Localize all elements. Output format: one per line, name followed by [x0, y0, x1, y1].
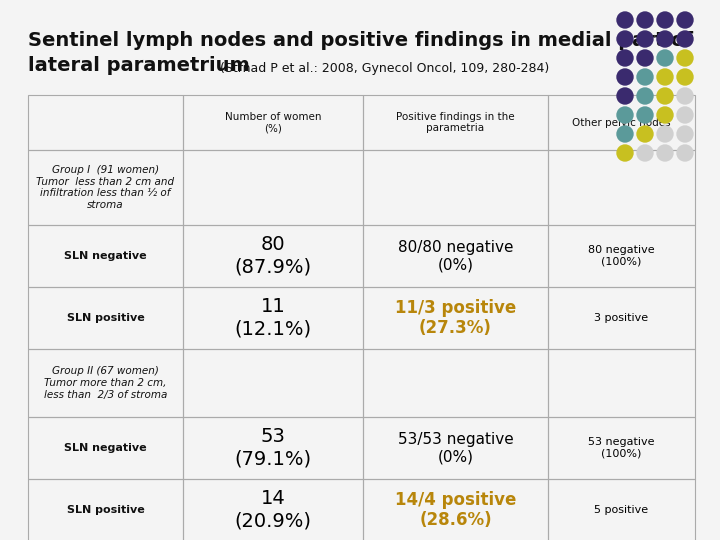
Circle shape	[617, 145, 633, 161]
Bar	[363, 417, 548, 479]
Bar	[363, 225, 548, 287]
Circle shape	[677, 145, 693, 161]
Circle shape	[637, 50, 653, 66]
Circle shape	[657, 31, 673, 47]
Circle shape	[657, 50, 673, 66]
Bar	[548, 479, 695, 540]
Circle shape	[617, 69, 633, 85]
Circle shape	[677, 126, 693, 142]
Bar	[183, 349, 363, 417]
Circle shape	[637, 107, 653, 123]
Circle shape	[617, 107, 633, 123]
Text: Other pelvic nodes: Other pelvic nodes	[572, 118, 671, 127]
Bar	[548, 225, 695, 287]
Circle shape	[637, 12, 653, 28]
Text: 80/80 negative
(0%): 80/80 negative (0%)	[397, 240, 513, 272]
Circle shape	[677, 107, 693, 123]
Text: 53/53 negative
(0%): 53/53 negative (0%)	[397, 432, 513, 464]
Circle shape	[637, 69, 653, 85]
Text: Group II (67 women)
Tumor more than 2 cm,
less than  2/3 of stroma: Group II (67 women) Tumor more than 2 cm…	[44, 367, 167, 400]
Bar	[548, 349, 695, 417]
Text: 5 positive: 5 positive	[595, 505, 649, 515]
Circle shape	[657, 126, 673, 142]
Bar	[363, 95, 548, 150]
Bar	[28, 225, 183, 287]
Bar	[183, 150, 363, 225]
Text: SLN negative: SLN negative	[64, 443, 147, 453]
Bar	[548, 95, 695, 150]
Circle shape	[677, 50, 693, 66]
Bar	[548, 417, 695, 479]
Circle shape	[657, 12, 673, 28]
Circle shape	[637, 88, 653, 104]
Text: 3 positive: 3 positive	[595, 313, 649, 323]
Text: Sentinel lymph nodes and positive findings in medial part of: Sentinel lymph nodes and positive findin…	[28, 31, 693, 50]
Circle shape	[677, 12, 693, 28]
Circle shape	[637, 126, 653, 142]
Text: Group I  (91 women)
Tumor  less than 2 cm and
infiltration less than ½ of
stroma: Group I (91 women) Tumor less than 2 cm …	[37, 165, 174, 210]
Circle shape	[677, 69, 693, 85]
Bar	[363, 349, 548, 417]
Text: 80
(87.9%): 80 (87.9%)	[235, 235, 312, 276]
Bar	[183, 479, 363, 540]
Bar	[363, 150, 548, 225]
Bar	[28, 349, 183, 417]
Text: SLN positive: SLN positive	[67, 505, 145, 515]
Text: Number of women
(%): Number of women (%)	[225, 112, 321, 133]
Text: 53
(79.1%): 53 (79.1%)	[235, 428, 312, 469]
Circle shape	[617, 12, 633, 28]
Bar	[363, 479, 548, 540]
Text: lateral parametrium: lateral parametrium	[28, 56, 256, 75]
Circle shape	[637, 31, 653, 47]
Circle shape	[657, 88, 673, 104]
Text: SLN negative: SLN negative	[64, 251, 147, 261]
Bar	[363, 287, 548, 349]
Text: SLN positive: SLN positive	[67, 313, 145, 323]
Circle shape	[657, 145, 673, 161]
Bar	[548, 287, 695, 349]
Circle shape	[617, 126, 633, 142]
Circle shape	[617, 88, 633, 104]
Circle shape	[677, 31, 693, 47]
Circle shape	[617, 50, 633, 66]
Bar	[183, 417, 363, 479]
Text: 14/4 positive
(28.6%): 14/4 positive (28.6%)	[395, 491, 516, 529]
Bar	[28, 287, 183, 349]
Text: 53 negative
(100%): 53 negative (100%)	[588, 437, 654, 459]
Text: 14
(20.9%): 14 (20.9%)	[235, 489, 312, 530]
Bar	[183, 95, 363, 150]
Bar	[28, 95, 183, 150]
Text: Positive findings in the
parametria: Positive findings in the parametria	[396, 112, 515, 133]
Text: (Strnad P et al.: 2008, Gynecol Oncol, 109, 280-284): (Strnad P et al.: 2008, Gynecol Oncol, 1…	[220, 62, 549, 75]
Bar	[183, 287, 363, 349]
Circle shape	[637, 145, 653, 161]
Bar	[183, 225, 363, 287]
Circle shape	[657, 69, 673, 85]
Text: 11/3 positive
(27.3%): 11/3 positive (27.3%)	[395, 299, 516, 338]
Bar	[28, 417, 183, 479]
Circle shape	[677, 88, 693, 104]
Bar	[548, 150, 695, 225]
Circle shape	[617, 31, 633, 47]
Circle shape	[657, 107, 673, 123]
Text: 80 negative
(100%): 80 negative (100%)	[588, 245, 654, 267]
Bar	[28, 150, 183, 225]
Text: 11
(12.1%): 11 (12.1%)	[235, 298, 312, 339]
Bar	[28, 479, 183, 540]
